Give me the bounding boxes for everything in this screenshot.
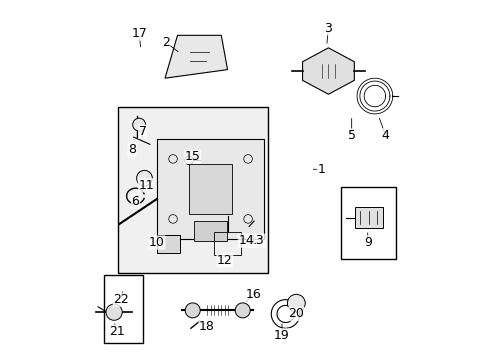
Polygon shape: [302, 48, 354, 94]
Circle shape: [287, 294, 305, 312]
Circle shape: [106, 304, 122, 320]
Text: 11: 11: [138, 179, 154, 192]
Bar: [104, 275, 142, 342]
Bar: [340, 187, 395, 258]
Text: 3: 3: [324, 22, 332, 35]
Circle shape: [132, 118, 145, 131]
Text: 10: 10: [149, 236, 164, 249]
Text: 4: 4: [381, 129, 389, 142]
Text: 5: 5: [347, 129, 355, 142]
Text: 1: 1: [317, 163, 325, 176]
Text: 21: 21: [108, 325, 124, 338]
Bar: [214, 232, 241, 255]
Circle shape: [185, 303, 200, 318]
Circle shape: [136, 170, 152, 186]
Text: 16: 16: [245, 288, 261, 301]
Text: 7: 7: [139, 125, 146, 138]
Text: 8: 8: [128, 143, 136, 156]
Text: 6: 6: [131, 195, 139, 208]
Text: 20: 20: [288, 307, 304, 320]
Bar: [194, 221, 226, 241]
Text: 15: 15: [184, 150, 200, 163]
Text: 13: 13: [248, 234, 264, 247]
Text: 22: 22: [113, 293, 129, 306]
Bar: [189, 164, 231, 214]
Circle shape: [235, 303, 250, 318]
Circle shape: [184, 156, 193, 165]
Text: 14: 14: [238, 234, 254, 247]
Text: 12: 12: [217, 254, 232, 267]
Bar: [354, 207, 382, 228]
Bar: [157, 139, 264, 239]
Text: 19: 19: [274, 329, 289, 342]
Text: 17: 17: [131, 27, 147, 40]
Bar: [118, 107, 267, 273]
Polygon shape: [164, 35, 227, 78]
Text: 2: 2: [162, 36, 169, 49]
Text: 18: 18: [199, 320, 215, 333]
Text: 9: 9: [363, 236, 371, 249]
Bar: [157, 235, 180, 253]
